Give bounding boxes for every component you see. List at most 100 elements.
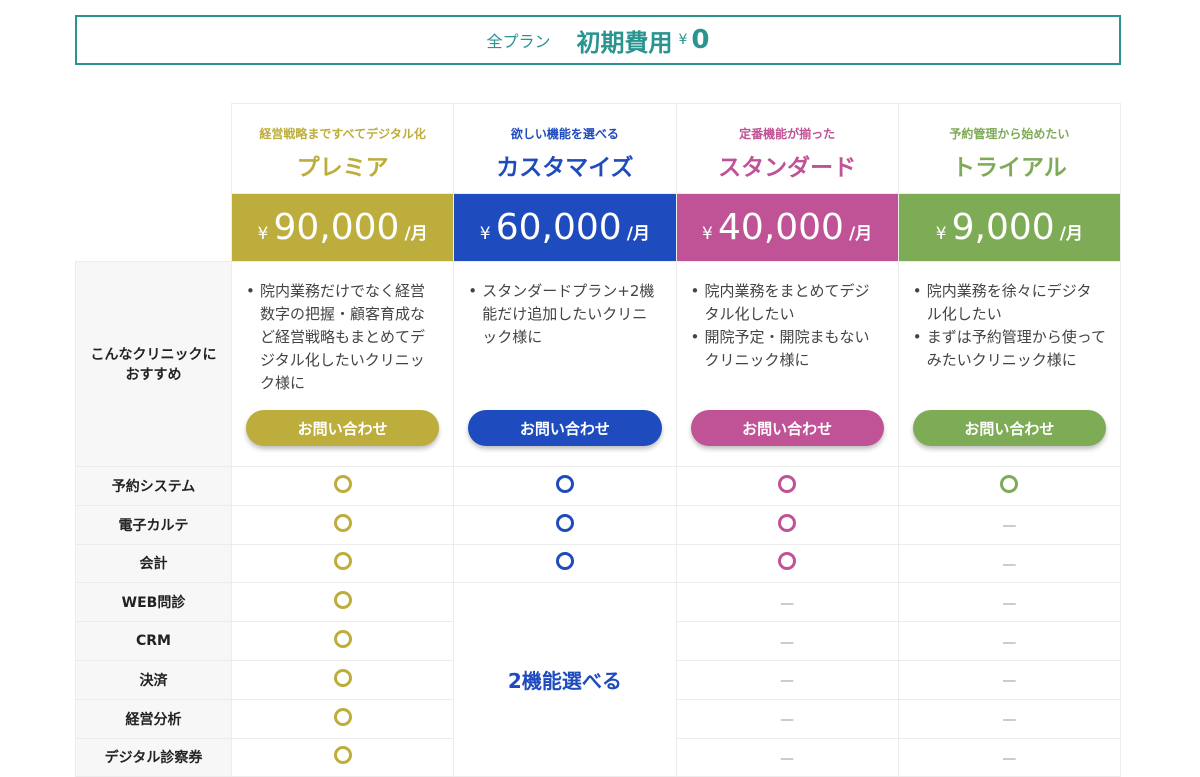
yen-sign: ¥ (678, 32, 688, 48)
feature-cell (230, 582, 455, 623)
price-value: 60,000 (495, 207, 622, 248)
plan-tagline: 欲しい機能を選べる (510, 127, 619, 141)
not-included-dash: — (1002, 750, 1017, 767)
feature-cell: — (897, 543, 1122, 584)
feature-cell (675, 543, 899, 584)
feature-label: 予約システム (75, 466, 232, 506)
initial-cost-label: 初期費用 (576, 28, 673, 57)
feature-cell (230, 698, 455, 739)
circle-included-icon (333, 707, 352, 726)
not-included-dash: — (1002, 712, 1017, 729)
feature-label: 会計 (75, 543, 232, 584)
feature-cell (230, 659, 455, 700)
feature-label: デジタル診察券 (75, 737, 232, 777)
feature-cell (230, 543, 455, 584)
plan-tagline: 経営戦略まですべてデジタル化 (259, 127, 426, 141)
not-included-dash: — (780, 634, 795, 651)
feature-label: 決済 (75, 659, 232, 700)
not-included-dash: — (1002, 673, 1017, 690)
feature-cell: — (897, 698, 1122, 739)
feature-cell: — (675, 621, 899, 661)
price-value: 40,000 (717, 207, 844, 248)
not-included-dash: — (1002, 518, 1017, 535)
price-value: 90,000 (273, 207, 400, 248)
plan-price: ¥ 9,000 /月 (897, 193, 1122, 262)
plan-header: 予約管理から始めたいトライアル (897, 103, 1122, 194)
feature-cell (230, 504, 455, 545)
circle-included-icon (555, 513, 574, 532)
feature-label: CRM (75, 621, 232, 661)
not-included-dash: — (1002, 556, 1017, 573)
circle-included-icon (1000, 474, 1019, 493)
all-plans-label: 全プラン (486, 32, 551, 51)
plan-header: 経営戦略まですべてデジタル化プレミア (230, 103, 455, 194)
feature-cell (230, 621, 455, 661)
feature-label: WEB問診 (75, 582, 232, 623)
circle-included-icon (555, 474, 574, 493)
plan-name: スタンダード (718, 155, 857, 181)
per-month: /月 (1059, 224, 1084, 244)
feature-cell: — (675, 698, 899, 739)
feature-cell (453, 504, 677, 545)
feature-cell: — (897, 659, 1122, 700)
recommend-item: 院内業務だけでなく経営数字の把握・顧客育成など経営戦略もまとめてデジタル化したい… (246, 280, 439, 395)
plan-price: ¥ 40,000 /月 (675, 193, 899, 262)
contact-button[interactable]: お問い合わせ (690, 410, 884, 446)
circle-included-icon (333, 591, 352, 610)
recommend-cell: 院内業務を徐々にデジタル化したいまずは予約管理から使ってみたいクリニック様にお問… (897, 261, 1122, 467)
recommend-item: まずは予約管理から使ってみたいクリニック様に (913, 326, 1106, 372)
feature-cell: — (675, 659, 899, 700)
circle-included-icon (333, 474, 352, 493)
circle-included-icon (333, 668, 352, 687)
feature-cell: — (897, 504, 1122, 545)
plan-tagline: 予約管理から始めたい (949, 127, 1070, 141)
feature-cell: — (897, 737, 1122, 777)
plan-header: 定番機能が揃った スタンダード (675, 103, 899, 194)
circle-included-icon (333, 513, 352, 532)
feature-cell (453, 543, 677, 584)
contact-button[interactable]: お問い合わせ (246, 410, 440, 446)
not-included-dash: — (780, 712, 795, 729)
yen-sign: ¥ (479, 224, 491, 244)
recommend-cell: 院内業務だけでなく経営数字の把握・顧客育成など経営戦略もまとめてデジタル化したい… (230, 261, 455, 467)
feature-cell (675, 504, 899, 545)
recommend-cell: 院内業務をまとめてデジタル化したい開院予定・開院まもないクリニック様にお問い合わ… (675, 261, 899, 467)
initial-cost-amount: 0 (691, 25, 710, 55)
plan-name: プレミア (296, 155, 389, 181)
feature-label: 電子カルテ (75, 504, 232, 545)
contact-button[interactable]: お問い合わせ (468, 410, 662, 446)
per-month: /月 (626, 224, 650, 244)
choose-two-label: 2機能選べる (507, 669, 622, 694)
yen-sign: ¥ (257, 224, 269, 244)
plan-header: 欲しい機能を選べるカスタマイズ (453, 103, 677, 194)
circle-included-icon (555, 552, 574, 571)
yen-sign: ¥ (702, 224, 713, 244)
recommend-label: こんなクリニックにおすすめ (75, 261, 232, 467)
corner (75, 103, 232, 262)
feature-cell (230, 737, 455, 777)
recommend-item: 院内業務をまとめてデジタル化したい (691, 280, 884, 326)
circle-included-icon (778, 474, 797, 493)
circle-included-icon (778, 552, 797, 571)
feature-cell (453, 466, 677, 506)
recommend-item: 院内業務を徐々にデジタル化したい (913, 280, 1106, 326)
not-included-dash: — (780, 673, 795, 690)
recommend-item: 開院予定・開院まもないクリニック様に (691, 326, 884, 372)
per-month: /月 (404, 224, 428, 244)
price-value: 9,000 (951, 207, 1055, 248)
feature-cell (675, 466, 899, 506)
plan-name: トライアル (951, 155, 1067, 181)
per-month: /月 (849, 224, 873, 244)
plan-price: ¥ 60,000 /月 (453, 193, 677, 262)
choose-cell: 2機能選べる (453, 582, 677, 777)
circle-included-icon (778, 513, 797, 532)
feature-label: 経営分析 (75, 698, 232, 739)
not-included-dash: — (780, 595, 795, 612)
feature-cell: — (897, 621, 1122, 661)
plan-name: カスタマイズ (496, 155, 634, 181)
contact-button[interactable]: お問い合わせ (912, 410, 1106, 446)
not-included-dash: — (1002, 595, 1017, 612)
feature-cell (897, 466, 1122, 506)
not-included-dash: — (1002, 634, 1017, 651)
